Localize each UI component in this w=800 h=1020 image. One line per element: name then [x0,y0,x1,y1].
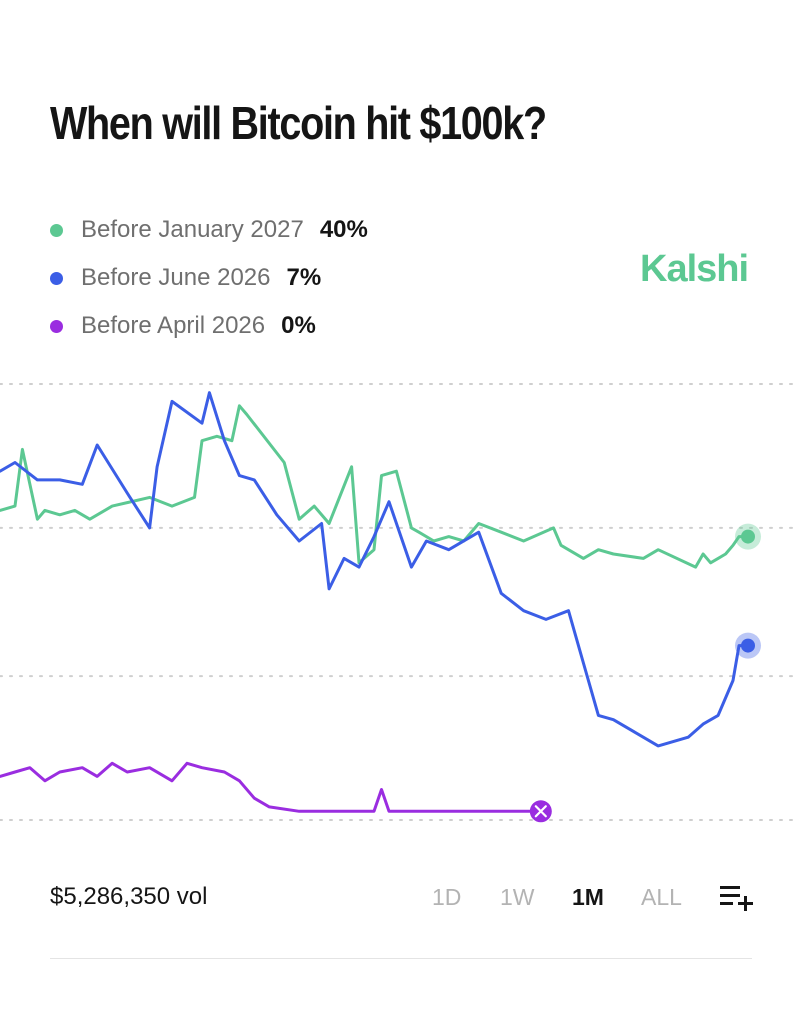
legend-label: Before January 2027 [81,216,304,243]
legend-dot-icon [50,319,63,333]
price-history-chart [0,383,800,823]
legend-value: 0% [281,312,316,339]
range-button-1m[interactable]: 1M [572,884,604,910]
list-add-icon[interactable] [719,883,755,911]
legend-dot-icon [50,271,63,285]
chart-series-lines [0,391,750,813]
legend-label: Before June 2026 [81,264,271,291]
legend-value: 40% [319,216,368,243]
legend-value: 7% [286,264,322,291]
footer-divider [50,958,752,959]
kalshi-logo[interactable]: Kalshi [640,248,749,290]
series-line-0 [0,404,750,569]
close-icon-stroke-1 [534,805,547,818]
range-button-all[interactable]: ALL [641,884,682,910]
series-line-1 [0,391,750,748]
chart-legend: Before January 2027 40% Before June 2026… [50,206,368,350]
legend-item-jun-2026[interactable]: Before June 2026 7% [50,254,368,302]
chart-gridlines [0,383,800,821]
series-end-dot-0[interactable] [741,529,755,544]
legend-label: Before April 2026 [81,312,266,339]
series-end-x-marker-2[interactable] [529,800,552,823]
range-button-1d[interactable]: 1D [432,884,462,910]
page-title: When will Bitcoin hit $100k? [50,97,547,149]
legend-item-jan-2027[interactable]: Before January 2027 40% [50,206,368,254]
legend-item-apr-2026[interactable]: Before April 2026 0% [50,302,368,350]
series-line-2 [0,761,543,813]
volume-label: $5,286,350 vol [50,883,208,910]
chart-footer: $5,286,350 vol 1D 1W 1M ALL [0,872,800,922]
series-end-dot-1[interactable] [741,638,755,653]
legend-dot-icon [50,223,63,237]
chart-end-markers [529,523,761,823]
range-button-1w[interactable]: 1W [500,884,535,910]
